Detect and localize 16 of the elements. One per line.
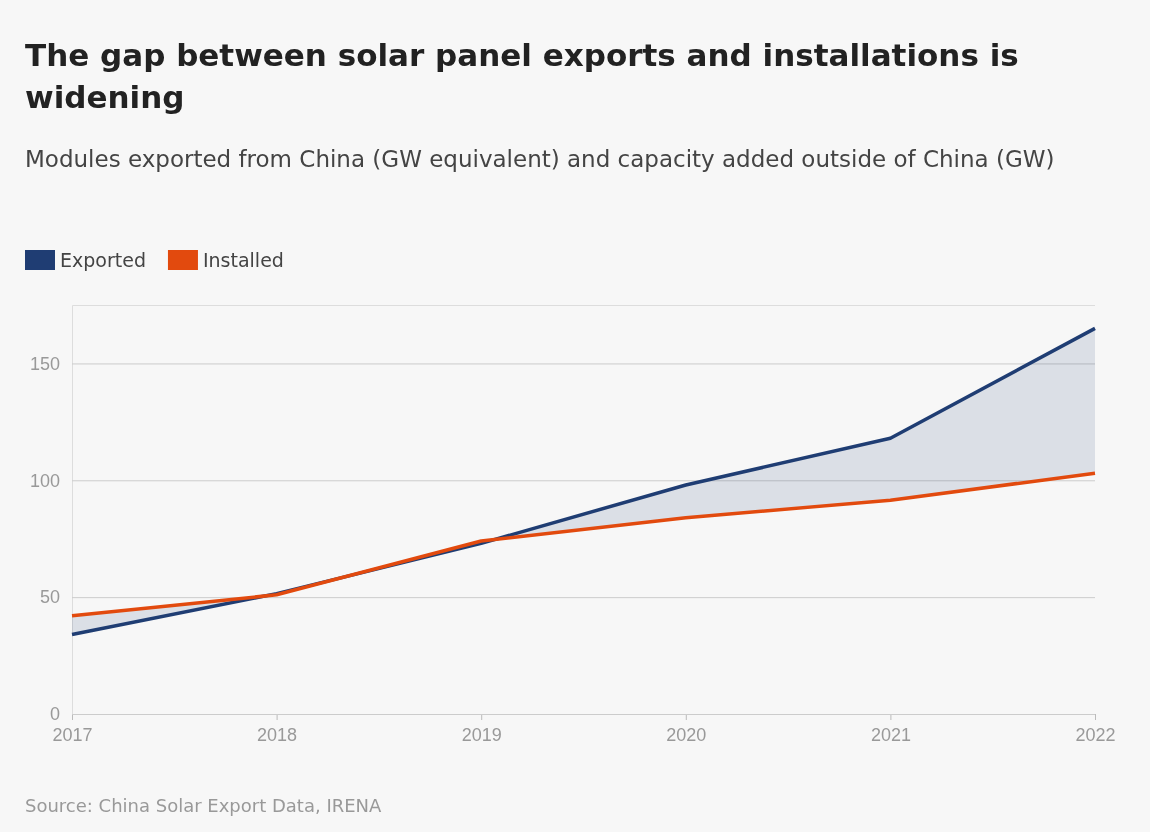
x-tick-label: 2022	[1075, 725, 1116, 745]
x-tick-label: 2019	[461, 725, 502, 745]
legend-label: Exported	[60, 249, 146, 271]
x-tick-label: 2021	[870, 725, 911, 745]
chart-title: The gap between solar panel exports and installations is widening	[25, 37, 1019, 115]
y-tick-label: 50	[39, 587, 60, 608]
y-tick-label: 150	[29, 353, 60, 374]
x-tick-label: 2018	[257, 725, 298, 745]
y-tick-label: 0	[49, 704, 60, 725]
chart-subtitle: Modules exported from China (GW equivalent) and capacity added outside of China (GW)	[25, 146, 1055, 172]
y-tick-label: 100	[29, 470, 60, 491]
x-tick-label: 2017	[52, 725, 93, 745]
source-note: Source: China Solar Export Data, IRENA	[25, 795, 383, 816]
line-series	[70, 471, 1097, 618]
x-tick-label: 2020	[666, 725, 707, 745]
legend-label: Installed	[202, 249, 284, 271]
